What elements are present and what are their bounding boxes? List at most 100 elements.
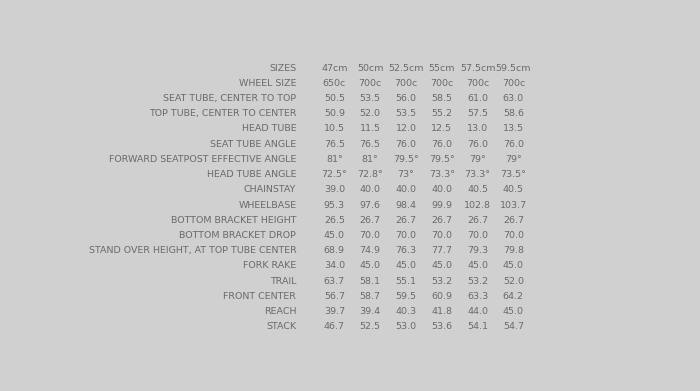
Text: 79°: 79° bbox=[505, 155, 522, 164]
Text: CHAINSTAY: CHAINSTAY bbox=[244, 185, 296, 194]
Text: 52.5cm: 52.5cm bbox=[389, 64, 424, 73]
Text: 79.5°: 79.5° bbox=[429, 155, 454, 164]
Text: 53.2: 53.2 bbox=[431, 277, 452, 286]
Text: 40.5: 40.5 bbox=[503, 185, 524, 194]
Text: 58.1: 58.1 bbox=[360, 277, 381, 286]
Text: HEAD TUBE: HEAD TUBE bbox=[241, 124, 296, 133]
Text: 76.5: 76.5 bbox=[324, 140, 345, 149]
Text: 99.9: 99.9 bbox=[431, 201, 452, 210]
Text: 55.2: 55.2 bbox=[431, 109, 452, 118]
Text: 26.5: 26.5 bbox=[324, 216, 345, 225]
Text: 59.5cm: 59.5cm bbox=[496, 64, 531, 73]
Text: 46.7: 46.7 bbox=[324, 322, 345, 331]
Text: 650c: 650c bbox=[323, 79, 346, 88]
Text: WHEEL SIZE: WHEEL SIZE bbox=[239, 79, 296, 88]
Text: 45.0: 45.0 bbox=[503, 307, 524, 316]
Text: 34.0: 34.0 bbox=[324, 262, 345, 271]
Text: 39.4: 39.4 bbox=[360, 307, 381, 316]
Text: 45.0: 45.0 bbox=[395, 262, 416, 271]
Text: 53.0: 53.0 bbox=[395, 322, 416, 331]
Text: 68.9: 68.9 bbox=[324, 246, 345, 255]
Text: 59.5: 59.5 bbox=[395, 292, 416, 301]
Text: 79.5°: 79.5° bbox=[393, 155, 419, 164]
Text: TRAIL: TRAIL bbox=[270, 277, 296, 286]
Text: 72.8°: 72.8° bbox=[357, 170, 383, 179]
Text: 57.5: 57.5 bbox=[467, 109, 488, 118]
Text: 40.5: 40.5 bbox=[467, 185, 488, 194]
Text: SEAT TUBE, CENTER TO TOP: SEAT TUBE, CENTER TO TOP bbox=[163, 94, 296, 103]
Text: 54.7: 54.7 bbox=[503, 322, 524, 331]
Text: SEAT TUBE ANGLE: SEAT TUBE ANGLE bbox=[210, 140, 296, 149]
Text: 10.5: 10.5 bbox=[324, 124, 345, 133]
Text: 50.9: 50.9 bbox=[324, 109, 345, 118]
Text: 76.3: 76.3 bbox=[395, 246, 416, 255]
Text: FRONT CENTER: FRONT CENTER bbox=[223, 292, 296, 301]
Text: 26.7: 26.7 bbox=[395, 216, 416, 225]
Text: 700c: 700c bbox=[502, 79, 525, 88]
Text: 97.6: 97.6 bbox=[360, 201, 381, 210]
Text: 54.1: 54.1 bbox=[467, 322, 488, 331]
Text: 50.5: 50.5 bbox=[324, 94, 345, 103]
Text: 40.0: 40.0 bbox=[395, 185, 416, 194]
Text: 13.0: 13.0 bbox=[467, 124, 488, 133]
Text: 45.0: 45.0 bbox=[360, 262, 381, 271]
Text: 79°: 79° bbox=[469, 155, 486, 164]
Text: 52.0: 52.0 bbox=[360, 109, 381, 118]
Text: BOTTOM BRACKET HEIGHT: BOTTOM BRACKET HEIGHT bbox=[171, 216, 296, 225]
Text: 40.0: 40.0 bbox=[360, 185, 381, 194]
Text: 58.6: 58.6 bbox=[503, 109, 524, 118]
Text: 53.6: 53.6 bbox=[431, 322, 452, 331]
Text: BOTTOM BRACKET DROP: BOTTOM BRACKET DROP bbox=[179, 231, 296, 240]
Text: 76.0: 76.0 bbox=[503, 140, 524, 149]
Text: HEAD TUBE ANGLE: HEAD TUBE ANGLE bbox=[207, 170, 296, 179]
Text: 77.7: 77.7 bbox=[431, 246, 452, 255]
Text: 26.7: 26.7 bbox=[467, 216, 488, 225]
Text: 102.8: 102.8 bbox=[464, 201, 491, 210]
Text: 40.3: 40.3 bbox=[395, 307, 416, 316]
Text: 45.0: 45.0 bbox=[467, 262, 488, 271]
Text: TOP TUBE, CENTER TO CENTER: TOP TUBE, CENTER TO CENTER bbox=[149, 109, 296, 118]
Text: 73.5°: 73.5° bbox=[500, 170, 526, 179]
Text: 103.7: 103.7 bbox=[500, 201, 527, 210]
Text: 70.0: 70.0 bbox=[395, 231, 416, 240]
Text: 26.7: 26.7 bbox=[360, 216, 381, 225]
Text: 73.3°: 73.3° bbox=[429, 170, 455, 179]
Text: 60.9: 60.9 bbox=[431, 292, 452, 301]
Text: 700c: 700c bbox=[358, 79, 382, 88]
Text: 39.0: 39.0 bbox=[324, 185, 345, 194]
Text: 58.7: 58.7 bbox=[360, 292, 381, 301]
Text: 56.0: 56.0 bbox=[395, 94, 416, 103]
Text: 70.0: 70.0 bbox=[467, 231, 488, 240]
Text: 11.5: 11.5 bbox=[360, 124, 381, 133]
Text: 55.1: 55.1 bbox=[395, 277, 416, 286]
Text: 73.3°: 73.3° bbox=[465, 170, 491, 179]
Text: 41.8: 41.8 bbox=[431, 307, 452, 316]
Text: 63.7: 63.7 bbox=[324, 277, 345, 286]
Text: 95.3: 95.3 bbox=[324, 201, 345, 210]
Text: 76.0: 76.0 bbox=[395, 140, 416, 149]
Text: 12.5: 12.5 bbox=[431, 124, 452, 133]
Text: 12.0: 12.0 bbox=[395, 124, 416, 133]
Text: 45.0: 45.0 bbox=[431, 262, 452, 271]
Text: 40.0: 40.0 bbox=[431, 185, 452, 194]
Text: 98.4: 98.4 bbox=[395, 201, 416, 210]
Text: 53.2: 53.2 bbox=[467, 277, 488, 286]
Text: 63.0: 63.0 bbox=[503, 94, 524, 103]
Text: 50cm: 50cm bbox=[357, 64, 384, 73]
Text: 56.7: 56.7 bbox=[324, 292, 345, 301]
Text: 79.8: 79.8 bbox=[503, 246, 524, 255]
Text: 79.3: 79.3 bbox=[467, 246, 488, 255]
Text: STAND OVER HEIGHT, AT TOP TUBE CENTER: STAND OVER HEIGHT, AT TOP TUBE CENTER bbox=[89, 246, 296, 255]
Text: 73°: 73° bbox=[398, 170, 414, 179]
Text: 72.5°: 72.5° bbox=[321, 170, 347, 179]
Text: 45.0: 45.0 bbox=[324, 231, 345, 240]
Text: FORWARD SEATPOST EFFECTIVE ANGLE: FORWARD SEATPOST EFFECTIVE ANGLE bbox=[109, 155, 296, 164]
Text: FORK RAKE: FORK RAKE bbox=[243, 262, 296, 271]
Text: 700c: 700c bbox=[394, 79, 418, 88]
Text: 57.5cm: 57.5cm bbox=[460, 64, 496, 73]
Text: 13.5: 13.5 bbox=[503, 124, 524, 133]
Text: 58.5: 58.5 bbox=[431, 94, 452, 103]
Text: 700c: 700c bbox=[430, 79, 454, 88]
Text: 64.2: 64.2 bbox=[503, 292, 524, 301]
Text: 26.7: 26.7 bbox=[503, 216, 524, 225]
